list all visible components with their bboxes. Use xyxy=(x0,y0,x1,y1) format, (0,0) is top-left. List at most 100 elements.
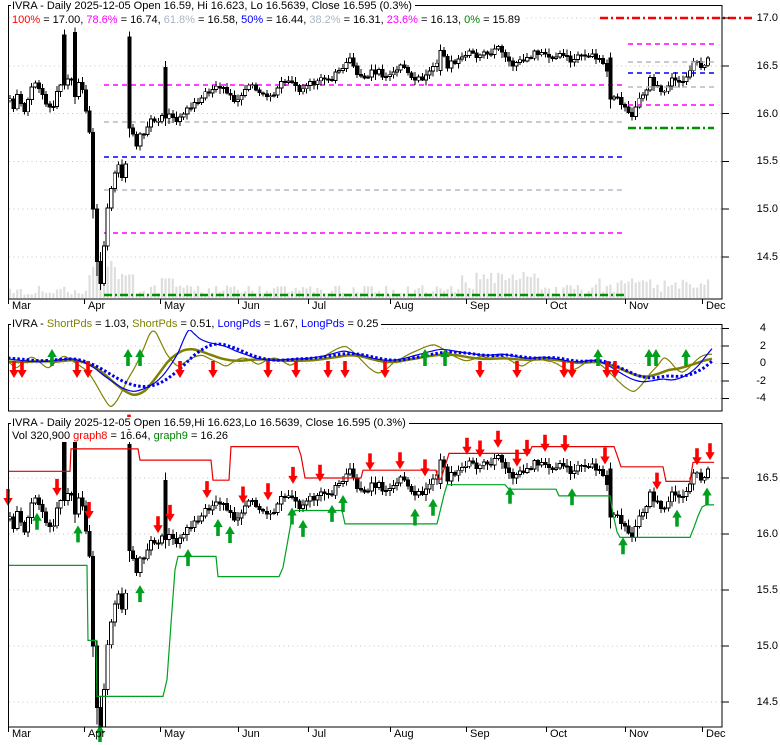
volume-bar xyxy=(81,293,84,298)
volume-bar xyxy=(164,278,167,298)
candlestick xyxy=(394,482,400,486)
candlestick xyxy=(235,517,240,521)
volume-bar xyxy=(110,261,113,298)
volume-bar xyxy=(706,279,710,298)
volume-bar xyxy=(685,281,688,298)
volume-bar xyxy=(66,291,69,298)
volume-bar xyxy=(19,288,22,298)
volume-bar xyxy=(225,285,229,298)
candlestick xyxy=(637,515,642,527)
y-axis-label: 2 xyxy=(744,340,766,353)
candlestick xyxy=(402,476,407,481)
candlestick xyxy=(376,482,381,489)
signal-arrow-down xyxy=(462,437,472,455)
volume-bar xyxy=(461,275,464,298)
candlestick xyxy=(185,107,190,115)
volume-bar xyxy=(522,272,525,298)
candlestick xyxy=(286,495,291,498)
volume-bar xyxy=(399,292,402,298)
candlestick xyxy=(261,92,266,95)
volume-bar xyxy=(482,274,485,298)
signal-arrow-down xyxy=(600,447,610,465)
month-label: Dec xyxy=(706,728,726,740)
signal-arrow-down xyxy=(238,486,248,504)
volume-bar xyxy=(493,282,496,298)
signal-arrow-down xyxy=(288,466,298,484)
volume-bar xyxy=(287,292,290,298)
volume-bar xyxy=(59,289,62,298)
volume-bar xyxy=(678,288,681,298)
candlestick xyxy=(333,71,338,81)
candlestick xyxy=(152,539,157,544)
candlestick xyxy=(76,82,81,97)
candlestick xyxy=(536,50,541,56)
candlestick xyxy=(662,90,667,93)
candlestick xyxy=(644,505,649,513)
volume-bar xyxy=(95,256,98,298)
candlestick xyxy=(449,60,454,69)
top-panel-fib-readout-segment: 38.2% xyxy=(309,14,341,26)
candlestick xyxy=(279,496,284,505)
candlestick xyxy=(521,59,526,62)
month-label-text: Jul xyxy=(312,728,327,740)
candlestick xyxy=(373,69,378,75)
candlestick xyxy=(167,113,172,119)
signal-arrow-up xyxy=(428,498,438,516)
signal-arrow-down xyxy=(540,434,550,452)
volume-bar xyxy=(681,279,684,298)
candlestick xyxy=(322,491,327,495)
volume-bar xyxy=(453,292,456,298)
candlestick xyxy=(684,76,689,82)
candlestick xyxy=(640,94,646,99)
candlestick xyxy=(604,63,609,72)
candlestick xyxy=(152,118,157,122)
volume-bar xyxy=(656,284,659,298)
candlestick xyxy=(706,468,711,478)
candlestick xyxy=(510,472,515,479)
signal-arrow-down xyxy=(291,361,301,378)
candlestick xyxy=(261,509,266,512)
candlestick xyxy=(441,50,447,57)
y-axis-label-text: 4 xyxy=(759,322,766,334)
volume-bar xyxy=(385,285,388,298)
y-axis-label: 16.5 xyxy=(744,472,778,485)
candlestick xyxy=(271,94,277,97)
candlestick xyxy=(279,81,284,89)
candlestick xyxy=(384,75,389,78)
top-panel-fib-readout-segment: = 16.31, xyxy=(340,14,387,26)
volume-bar xyxy=(319,289,323,298)
month-label: Apr xyxy=(88,728,105,740)
candlestick xyxy=(181,533,186,539)
candlestick xyxy=(221,87,226,89)
candlestick xyxy=(568,465,573,475)
volume-bar xyxy=(352,287,355,298)
month-label-text: May xyxy=(164,728,185,740)
volume-bar xyxy=(511,274,514,298)
candlestick xyxy=(36,82,41,89)
candlestick xyxy=(257,506,262,511)
candlestick xyxy=(11,516,16,529)
y-axis-label-text: 2 xyxy=(759,340,766,352)
oscillator-line-longpds-slow xyxy=(8,342,713,389)
volume-bar xyxy=(486,278,489,298)
candlestick xyxy=(517,59,523,64)
candlestick xyxy=(702,477,707,481)
candlestick xyxy=(304,85,309,90)
signal-arrow-down xyxy=(512,361,522,378)
candlestick xyxy=(648,77,653,91)
y-axis-label: 17.0 xyxy=(744,12,778,25)
month-label: May xyxy=(164,728,185,740)
month-label: Aug xyxy=(394,728,414,740)
signal-arrow-down xyxy=(365,453,375,471)
candlestick xyxy=(235,99,240,103)
candlestick xyxy=(308,495,313,502)
candlestick xyxy=(319,491,324,497)
volume-bar xyxy=(370,286,373,298)
y-axis-label-text: 15.0 xyxy=(756,640,778,652)
volume-bar xyxy=(696,287,699,298)
candlestick xyxy=(177,116,183,122)
volume-bar xyxy=(576,285,579,298)
candlestick xyxy=(539,461,544,466)
candlestick xyxy=(427,483,432,490)
